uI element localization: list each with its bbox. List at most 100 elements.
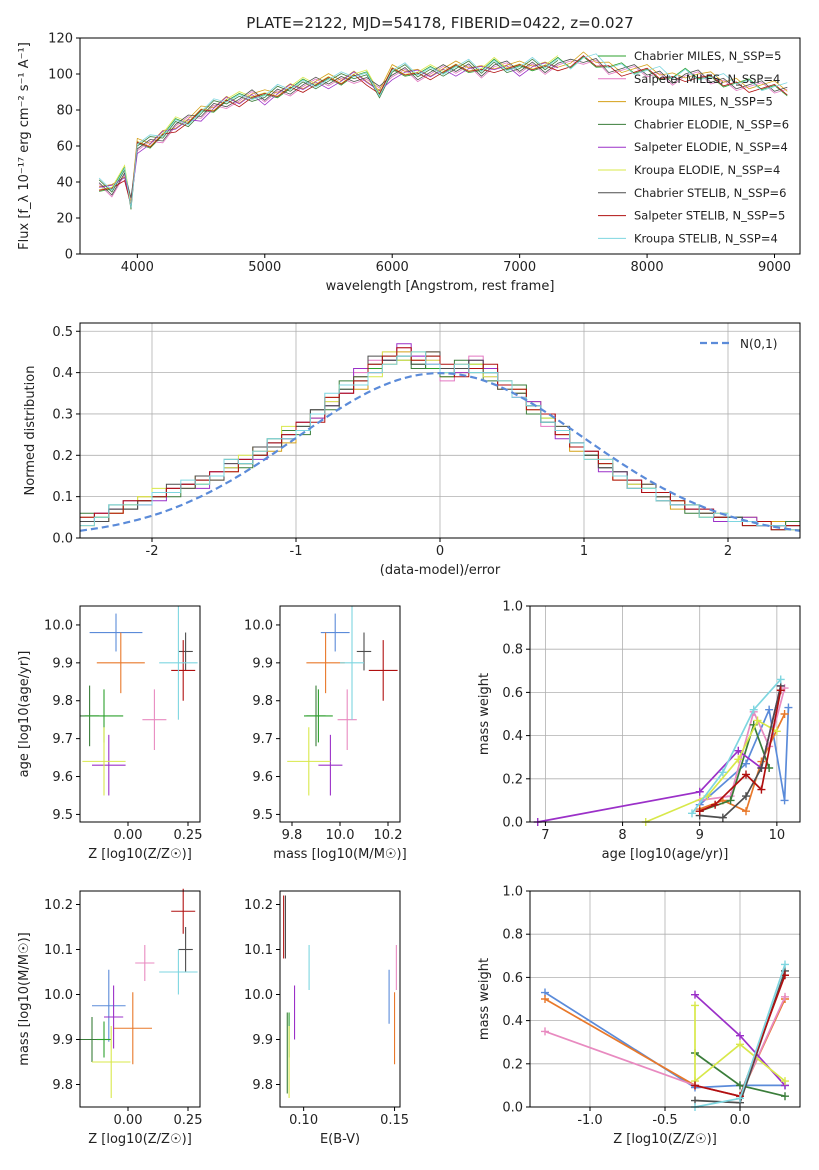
axes-frame <box>279 890 401 1108</box>
x-tick-label: 0.25 <box>174 1113 203 1128</box>
x-axis-label: mass [log10(M/M☉)] <box>273 847 406 862</box>
weight-marker <box>776 675 785 684</box>
weight-marker <box>691 1081 699 1090</box>
x-tick-label: 10.0 <box>326 828 355 843</box>
y-tick-label: 0 <box>65 248 73 263</box>
y-tick-label: 0.0 <box>52 532 73 547</box>
weight-marker <box>691 990 699 999</box>
chart-residuals: -2 -1 0 1 2 0.0 0.1 0.2 0.3 0.4 0.5 (data-model)/er… <box>23 322 801 578</box>
weight-marker <box>688 809 696 818</box>
y-tick-label: 0.2 <box>502 1057 523 1072</box>
error-point <box>318 734 343 796</box>
x-tick-label: -1.0 <box>577 1113 602 1128</box>
chart-age-vs-mass: 9.8 10.0 10.2 9.5 9.6 9.7 9.8 9.9 10.0 mass [log1… <box>244 605 407 862</box>
y-tick-label: 10.0 <box>244 618 273 633</box>
y-tick-label: 0.1 <box>52 490 73 505</box>
y-tick-label: 0.4 <box>502 729 523 744</box>
y-tick-label: 10.0 <box>44 988 73 1003</box>
x-axis-label: age [log10(age/yr)] <box>602 847 729 862</box>
x-axis-label: (data-model)/error <box>380 563 501 578</box>
y-tick-label: 9.7 <box>52 732 73 747</box>
y-tick-label: 9.7 <box>252 732 273 747</box>
weight-marker <box>695 787 704 796</box>
error-point <box>171 640 196 701</box>
x-tick-label: 4000 <box>121 260 154 275</box>
y-tick-label: 0.8 <box>502 643 523 658</box>
y-tick-label: 9.8 <box>52 1078 73 1093</box>
plot-area <box>77 888 198 1098</box>
weight-marker <box>734 746 743 755</box>
weight-marker <box>753 716 762 725</box>
y-axis-label: age [log10(age/yr)] <box>17 651 32 778</box>
error-point <box>96 632 145 694</box>
x-axis-label: Z [log10(Z/Z☉)] <box>88 847 192 862</box>
x-tick-label: -2 <box>146 544 159 559</box>
plot-area <box>287 606 398 796</box>
x-tick-label: 10.2 <box>374 828 403 843</box>
y-axis-label: mass weight <box>477 673 492 755</box>
error-point <box>142 689 167 750</box>
normal-curve <box>79 371 801 532</box>
y-tick-label: 80 <box>56 104 73 119</box>
y-tick-label: 10.1 <box>244 943 273 958</box>
spectrum-legend: Chabrier MILES, N_SSP=5 Salpeter MILES, N… <box>598 49 789 245</box>
plot-area <box>98 51 788 210</box>
error-point <box>135 945 155 981</box>
y-tick-label: 1.0 <box>502 885 523 900</box>
plot-area <box>79 343 801 532</box>
x-tick-label: 6000 <box>376 260 409 275</box>
y-tick-label: 10.1 <box>44 943 73 958</box>
weight-marker <box>784 703 793 712</box>
x-tick-label: 8 <box>618 828 626 843</box>
weight-line <box>691 678 782 814</box>
error-point <box>113 992 152 1065</box>
error-point <box>287 727 331 796</box>
error-point <box>356 632 372 671</box>
weight-marker <box>736 1040 744 1049</box>
error-point <box>92 969 126 1042</box>
residual-histogram <box>80 351 800 531</box>
y-tick-label: 60 <box>56 140 73 155</box>
y-tick-label: 20 <box>56 212 73 227</box>
x-tick-label: 10 <box>769 828 786 843</box>
error-point <box>368 640 398 701</box>
y-tick-label: 9.6 <box>252 770 273 785</box>
y-tick-label: 9.9 <box>252 656 273 671</box>
x-axis-label: wavelength [Angstrom, rest frame] <box>326 279 555 294</box>
weight-marker <box>776 686 785 695</box>
error-point <box>304 689 333 743</box>
error-point <box>92 1026 131 1098</box>
y-tick-label: 0.0 <box>502 816 523 831</box>
legend-label: N(0,1) <box>740 337 777 351</box>
weight-marker <box>742 807 750 816</box>
legend-label: Salpeter ELODIE, N_SSP=4 <box>634 140 788 154</box>
error-point <box>337 689 357 750</box>
y-tick-label: 10.2 <box>44 898 73 913</box>
weight-marker <box>742 759 750 768</box>
weight-marker <box>718 813 727 822</box>
error-point <box>306 632 345 694</box>
weight-marker <box>780 796 789 805</box>
error-point <box>159 606 198 720</box>
weight-marker <box>765 705 774 714</box>
y-tick-label: 40 <box>56 176 73 191</box>
weight-line <box>694 1005 786 1083</box>
y-tick-label: 100 <box>48 68 73 83</box>
figure-title: PLATE=2122, MJD=54178, FIBERID=0422, z=0… <box>246 14 633 32</box>
chart-mass-vs-ebv: 0.10 0.15 9.8 9.9 10.0 10.1 10.2 E(B-V) <box>244 890 409 1147</box>
weight-marker <box>718 768 727 777</box>
error-point <box>159 949 198 995</box>
chart-mass-vs-z: 0.00 0.25 9.8 9.9 10.0 10.1 10.2 Z [log10(Z/Z☉)… <box>17 888 203 1147</box>
legend-label: Salpeter STELIB, N_SSP=5 <box>634 209 785 223</box>
y-tick-label: 10.0 <box>244 988 273 1003</box>
x-tick-label: 0.10 <box>289 1113 318 1128</box>
weight-marker <box>742 770 750 779</box>
x-tick-label: 0.00 <box>114 1113 143 1128</box>
error-point <box>96 1021 112 1058</box>
x-axis-label: Z [log10(Z/Z☉)] <box>88 1132 192 1147</box>
x-axis-label: Z [log10(Z/Z☉)] <box>613 1132 717 1147</box>
legend-label: Kroupa STELIB, N_SSP=4 <box>634 231 778 245</box>
y-tick-label: 9.8 <box>252 1078 273 1093</box>
y-tick-label: 120 <box>48 32 73 47</box>
weight-marker <box>765 764 774 772</box>
